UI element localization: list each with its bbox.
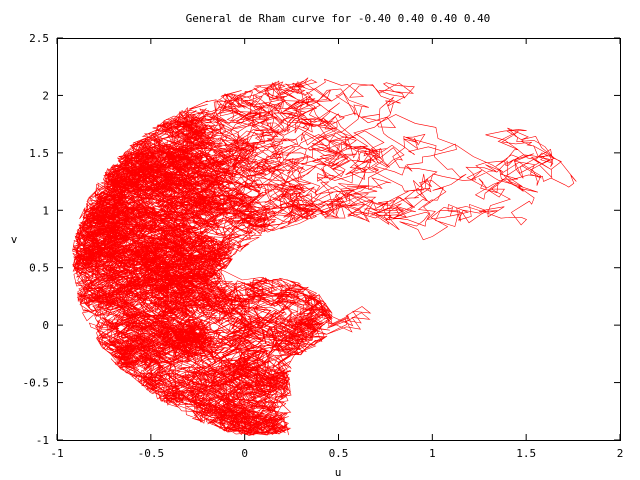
y-tick-label: -1 — [36, 434, 49, 447]
y-axis-label: v — [11, 233, 18, 246]
y-axis: -1 -0.5 0 0.5 1 1.5 2 2.5 — [23, 32, 620, 447]
x-tick-label: 0.5 — [329, 447, 349, 460]
y-tick-label: 2 — [42, 89, 49, 102]
curve-path — [71, 77, 577, 436]
chart-title: General de Rham curve for -0.40 0.40 0.4… — [186, 12, 491, 25]
de-rham-curve — [71, 77, 577, 436]
y-tick-label: 0.5 — [29, 262, 49, 275]
x-tick-label: 0 — [241, 447, 248, 460]
x-tick-label: -1 — [50, 447, 63, 460]
y-tick-label: -0.5 — [23, 377, 50, 390]
x-tick-label: 1.5 — [516, 447, 536, 460]
x-tick-label: 2 — [617, 447, 624, 460]
x-axis: -1 -0.5 0 0.5 1 1.5 2 — [50, 38, 623, 460]
y-tick-label: 0 — [42, 319, 49, 332]
x-tick-label: -0.5 — [138, 447, 165, 460]
x-tick-label: 1 — [429, 447, 436, 460]
y-tick-label: 1.5 — [29, 147, 49, 160]
y-tick-label: 2.5 — [29, 32, 49, 45]
x-axis-label: u — [335, 466, 342, 479]
y-tick-label: 1 — [42, 204, 49, 217]
